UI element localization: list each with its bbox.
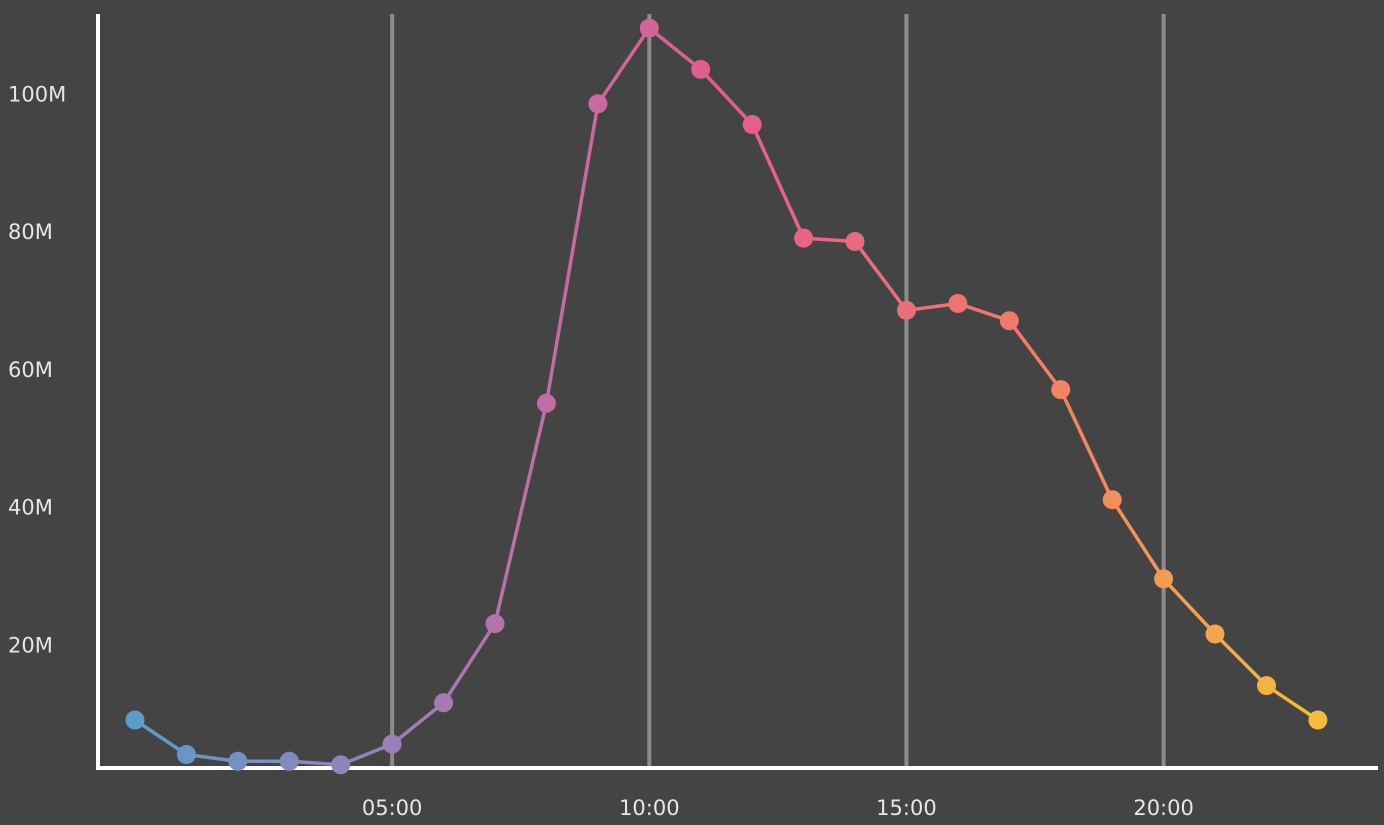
y-tick-label: 60M	[8, 358, 53, 382]
data-point	[125, 710, 145, 730]
data-point	[691, 59, 711, 79]
x-tick-label: 10:00	[619, 796, 680, 820]
data-point	[588, 94, 608, 114]
data-point	[948, 294, 968, 313]
data-point	[999, 311, 1019, 331]
data-point	[897, 300, 916, 320]
data-point	[1308, 710, 1328, 730]
data-point	[176, 745, 196, 764]
x-tick-label: 15:00	[876, 796, 937, 820]
data-point	[228, 751, 248, 771]
x-tick-label: 20:00	[1133, 796, 1194, 820]
data-point	[434, 693, 454, 713]
data-point	[1051, 380, 1071, 400]
data-point	[279, 751, 299, 771]
data-point	[639, 18, 659, 38]
y-tick-label: 40M	[8, 496, 53, 520]
y-tick-label: 80M	[8, 220, 53, 244]
y-tick-label: 100M	[8, 83, 66, 107]
y-tick-label: 20M	[8, 633, 53, 657]
data-point	[331, 755, 351, 775]
data-point	[1102, 490, 1122, 510]
data-point	[536, 393, 556, 413]
data-point	[1154, 569, 1174, 589]
data-point	[485, 614, 505, 634]
series-line	[133, 26, 1320, 767]
data-point	[742, 115, 762, 134]
data-point	[794, 228, 814, 248]
data-point	[1257, 676, 1276, 696]
data-point	[845, 232, 865, 251]
data-point	[382, 734, 402, 754]
data-point	[1205, 624, 1225, 644]
x-tick-label: 05:00	[362, 796, 423, 820]
